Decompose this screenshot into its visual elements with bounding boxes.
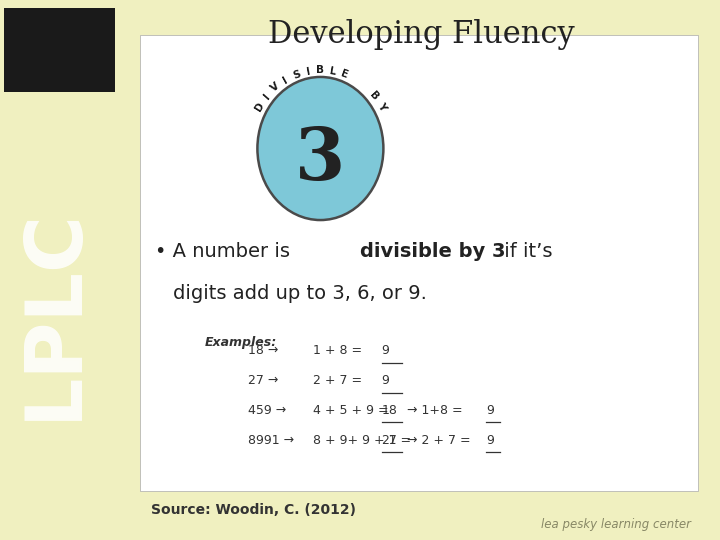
Text: 9: 9 <box>486 434 494 447</box>
Text: I: I <box>282 75 289 85</box>
Text: 1 + 8 =: 1 + 8 = <box>313 345 366 357</box>
Text: L: L <box>328 66 336 77</box>
Text: 8991 →: 8991 → <box>248 434 294 447</box>
FancyBboxPatch shape <box>4 8 115 92</box>
Text: E: E <box>339 69 349 80</box>
Text: 18: 18 <box>382 404 397 417</box>
Text: lea pesky learning center: lea pesky learning center <box>541 518 691 531</box>
Text: Developing Fluency: Developing Fluency <box>268 18 575 50</box>
Text: B: B <box>316 65 325 75</box>
Text: 18 →: 18 → <box>248 345 279 357</box>
FancyBboxPatch shape <box>140 35 698 491</box>
Text: 2 + 7 =: 2 + 7 = <box>313 374 366 387</box>
Text: V: V <box>269 81 282 94</box>
Ellipse shape <box>258 77 383 220</box>
Text: • A number is: • A number is <box>155 241 296 261</box>
Text: 27 →: 27 → <box>248 374 279 387</box>
Text: → 2 + 7 =: → 2 + 7 = <box>403 434 474 447</box>
Text: Source: Woodin, C. (2012): Source: Woodin, C. (2012) <box>151 503 356 517</box>
Text: Examples:: Examples: <box>205 336 277 349</box>
Text: I: I <box>261 92 271 101</box>
Text: D: D <box>253 100 266 113</box>
Text: 9: 9 <box>486 404 494 417</box>
Text: 9: 9 <box>382 374 390 387</box>
Text: if it’s: if it’s <box>498 241 553 261</box>
Text: S: S <box>292 69 302 80</box>
Text: 9: 9 <box>382 345 390 357</box>
Text: Y: Y <box>375 101 387 113</box>
Text: divisible by 3: divisible by 3 <box>360 241 505 261</box>
Text: digits add up to 3, 6, or 9.: digits add up to 3, 6, or 9. <box>173 284 427 303</box>
Text: 8 + 9+ 9 + 1 =: 8 + 9+ 9 + 1 = <box>313 434 415 447</box>
Text: LPLC: LPLC <box>16 207 92 420</box>
Text: → 1+8 =: → 1+8 = <box>403 404 467 417</box>
Text: B: B <box>368 90 381 103</box>
Text: 459 →: 459 → <box>248 404 287 417</box>
Text: 27: 27 <box>382 434 397 447</box>
Text: 4 + 5 + 9 =: 4 + 5 + 9 = <box>313 404 389 417</box>
Text: 3: 3 <box>295 124 346 195</box>
Text: I: I <box>305 66 311 77</box>
